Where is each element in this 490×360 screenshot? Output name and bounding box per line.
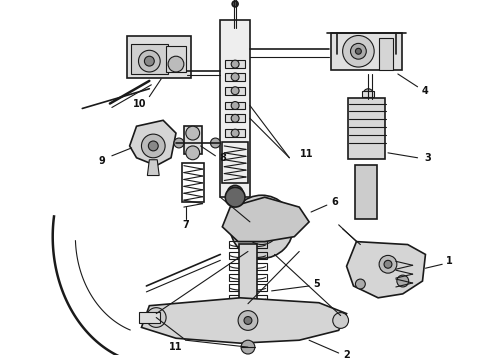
Bar <box>182 163 203 202</box>
Text: 3: 3 <box>424 153 431 163</box>
Polygon shape <box>142 298 346 343</box>
Bar <box>139 312 160 323</box>
Text: 9: 9 <box>98 156 105 166</box>
Circle shape <box>231 102 239 109</box>
Bar <box>355 165 377 219</box>
Circle shape <box>168 56 184 72</box>
Text: 7: 7 <box>182 220 189 230</box>
Bar <box>229 241 267 248</box>
Bar <box>229 263 267 270</box>
Bar <box>222 142 248 183</box>
Circle shape <box>231 60 239 68</box>
Bar <box>225 114 245 122</box>
Bar <box>379 39 393 70</box>
Bar <box>229 274 267 280</box>
Circle shape <box>145 56 154 66</box>
Bar <box>166 46 186 72</box>
Circle shape <box>241 340 255 354</box>
Circle shape <box>244 316 252 324</box>
Circle shape <box>230 195 294 258</box>
Bar <box>362 91 374 96</box>
Circle shape <box>211 138 220 148</box>
Polygon shape <box>346 242 425 298</box>
Bar <box>131 44 168 74</box>
Bar <box>347 98 385 159</box>
Polygon shape <box>147 160 159 176</box>
Circle shape <box>231 129 239 137</box>
Circle shape <box>147 308 166 327</box>
Circle shape <box>343 36 374 67</box>
Text: 11: 11 <box>300 149 314 159</box>
Text: 1: 1 <box>446 256 452 266</box>
Circle shape <box>244 209 279 244</box>
Circle shape <box>238 311 258 330</box>
Circle shape <box>231 87 239 95</box>
Text: 2: 2 <box>343 350 350 360</box>
Bar <box>220 20 250 197</box>
Bar <box>331 32 402 70</box>
Circle shape <box>148 141 158 151</box>
Bar <box>184 126 201 154</box>
Circle shape <box>397 275 409 287</box>
Text: 8: 8 <box>219 153 226 163</box>
Text: 6: 6 <box>331 197 338 207</box>
Polygon shape <box>130 120 176 166</box>
Circle shape <box>355 279 366 289</box>
Circle shape <box>333 312 348 328</box>
Circle shape <box>227 185 243 201</box>
Text: 10: 10 <box>133 99 146 109</box>
Circle shape <box>186 146 199 160</box>
Bar <box>229 252 267 259</box>
Circle shape <box>379 255 397 273</box>
Circle shape <box>355 48 361 54</box>
Circle shape <box>363 89 373 99</box>
Circle shape <box>139 50 160 72</box>
Bar <box>229 284 267 291</box>
Bar <box>225 60 245 68</box>
Text: 4: 4 <box>422 86 429 96</box>
Circle shape <box>142 134 165 158</box>
Circle shape <box>350 44 367 59</box>
Circle shape <box>231 114 239 122</box>
Text: 11: 11 <box>169 342 183 352</box>
Bar <box>225 87 245 95</box>
Circle shape <box>186 126 199 140</box>
Circle shape <box>174 138 184 148</box>
Circle shape <box>254 219 270 235</box>
Circle shape <box>384 260 392 268</box>
Text: 5: 5 <box>314 279 320 289</box>
Circle shape <box>231 73 239 81</box>
Bar <box>225 102 245 109</box>
Bar <box>239 244 257 318</box>
Circle shape <box>225 187 245 207</box>
Bar <box>229 295 267 302</box>
Bar <box>127 36 191 78</box>
Polygon shape <box>222 197 309 242</box>
Bar <box>225 129 245 137</box>
Bar <box>225 73 245 81</box>
Circle shape <box>232 1 238 7</box>
